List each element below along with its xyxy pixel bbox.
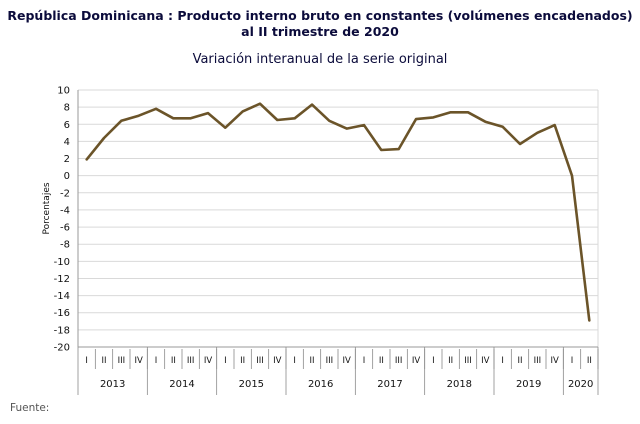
y-tick-label: 6 [64, 120, 70, 131]
y-tick-label: 2 [64, 154, 70, 165]
x-quarter-label: I [571, 356, 574, 366]
x-quarter-label: II [448, 356, 453, 366]
x-quarter-label: I [363, 356, 366, 366]
x-quarter-label: I [432, 356, 435, 366]
x-quarter-label: I [293, 356, 296, 366]
y-tick-label: -8 [60, 240, 70, 251]
x-quarter-label: IV [481, 356, 490, 366]
y-tick-label: -20 [54, 343, 70, 354]
x-quarter-label: II [517, 356, 522, 366]
x-year-label: 2019 [516, 379, 541, 390]
x-year-label: 2018 [447, 379, 472, 390]
y-tick-label: -10 [54, 257, 70, 268]
y-tick-label: -18 [54, 325, 70, 336]
x-quarter-label: I [85, 356, 88, 366]
x-quarter-label: IV [551, 356, 560, 366]
x-quarter-label: III [118, 356, 126, 366]
x-quarter-label: IV [135, 356, 144, 366]
y-tick-label: 0 [64, 171, 70, 182]
y-tick-label: -4 [60, 205, 70, 216]
x-year-label: 2015 [239, 379, 264, 390]
x-quarter-label: IV [412, 356, 421, 366]
x-quarter-label: II [587, 356, 592, 366]
series-line [85, 102, 591, 322]
y-tick-label: -2 [60, 188, 70, 199]
x-year-label: 2020 [568, 379, 593, 390]
x-year-label: 2017 [377, 379, 402, 390]
x-year-label: 2014 [169, 379, 194, 390]
x-quarter-label: III [534, 356, 542, 366]
x-quarter-label: II [101, 356, 106, 366]
y-tick-label: -16 [54, 308, 70, 319]
chart-subtitle: Variación interanual de la serie origina… [192, 52, 448, 67]
x-quarter-label: III [464, 356, 472, 366]
x-quarter-label: IV [343, 356, 352, 366]
x-quarter-label: I [224, 356, 227, 366]
y-tick-label: 10 [57, 86, 70, 97]
x-quarter-label: IV [204, 356, 213, 366]
x-quarter-label: III [187, 356, 195, 366]
chart-title-line2: al II trimestre de 2020 [241, 24, 399, 39]
x-quarter-label: III [256, 356, 264, 366]
x-quarter-label: II [240, 356, 245, 366]
x-quarter-label: I [155, 356, 158, 366]
y-axis-title: Porcentajes [42, 182, 52, 234]
y-tick-label: 8 [64, 103, 70, 114]
x-quarter-label: I [501, 356, 504, 366]
x-quarter-label: II [309, 356, 314, 366]
x-year-label: 2016 [308, 379, 333, 390]
x-quarter-label: IV [273, 356, 282, 366]
x-year-label: 2013 [100, 379, 125, 390]
y-tick-label: -14 [54, 291, 70, 302]
source-label: Fuente: [10, 402, 50, 414]
x-quarter-label: II [379, 356, 384, 366]
x-quarter-label: III [326, 356, 334, 366]
x-quarter-label: II [171, 356, 176, 366]
chart-title-line1: República Dominicana : Producto interno … [7, 8, 633, 23]
x-quarter-label: III [395, 356, 403, 366]
y-tick-label: 4 [64, 137, 70, 148]
y-tick-label: -6 [60, 223, 70, 234]
y-tick-label: -12 [54, 274, 70, 285]
